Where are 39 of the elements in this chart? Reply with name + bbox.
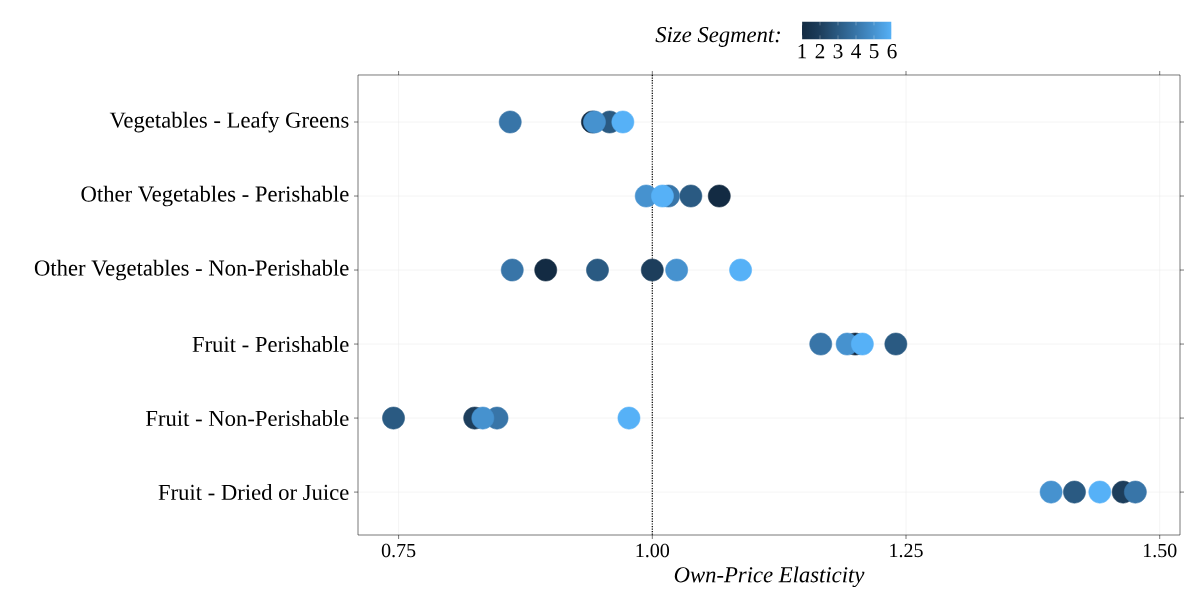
color-bar-label: 4 [851,44,861,59]
point [586,258,609,282]
color-bar-label: 5 [869,44,879,59]
point [851,332,874,356]
point [707,184,731,208]
x-tick-label: 0.75 [381,543,416,558]
color-bar-label: 2 [815,44,825,59]
point [1088,480,1112,504]
point [498,110,522,134]
point [884,332,908,356]
color-bar-title: Size Segment: [655,27,780,47]
point [665,258,688,282]
point [617,406,641,430]
color-bar-label: 6 [887,44,897,59]
x-axis-title: Own-Price Elasticity [674,566,865,588]
point [1124,480,1147,504]
y-tick-label: Fruit - Perishable [192,336,349,353]
y-tick-label: Other Vegetables - Non-Perishable [34,259,349,281]
point [809,332,833,356]
y-tick-label: Fruit - Dried or Juice [158,484,349,501]
point [471,406,495,430]
x-tick-label: 1.00 [636,543,670,558]
point [1039,480,1063,504]
point [679,184,703,208]
color-bar-label: 3 [833,44,843,59]
y-tick-label: Vegetables - Leafy Greens [109,111,349,133]
point [611,110,635,134]
point [729,258,752,282]
point [651,184,674,208]
y-tick-label: Other Vegetables - Perishable [81,185,349,207]
point [534,258,558,282]
color-bar-label: 1 [798,44,807,59]
point [500,258,524,282]
y-tick-label: Fruit - Non-Perishable [145,410,349,427]
point [382,406,405,430]
point [640,258,664,282]
point [1063,480,1086,504]
x-tick-label: 1.25 [890,543,923,558]
x-tick-label: 1.50 [1143,543,1177,558]
